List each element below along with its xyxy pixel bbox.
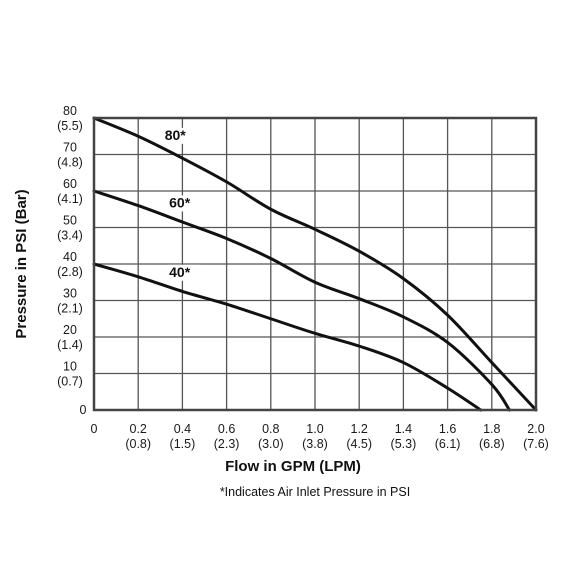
x-tick-label: 0 — [91, 422, 98, 436]
y-tick-sublabel: (5.5) — [57, 119, 83, 133]
y-tick-sublabel: (2.1) — [57, 302, 83, 316]
x-tick-label: 1.2 — [351, 422, 368, 436]
series-line-0 — [92, 116, 538, 412]
series-label-background — [167, 195, 202, 212]
footnote: *Indicates Air Inlet Pressure in PSI — [220, 485, 410, 499]
x-tick-sublabel: (1.5) — [170, 437, 196, 451]
y-tick-label: 0 — [80, 403, 87, 417]
plot-border — [92, 116, 538, 412]
series-label-0: 80* — [165, 127, 187, 143]
y-tick-label: 60 — [63, 177, 77, 191]
x-tick-label: 1.8 — [483, 422, 500, 436]
x-tick-sublabel: (5.3) — [391, 437, 417, 451]
y-tick-label: 70 — [63, 141, 77, 155]
y-tick-label: 10 — [63, 360, 77, 374]
y-tick-sublabel: (4.1) — [57, 192, 83, 206]
x-tick-label: 2.0 — [527, 422, 544, 436]
series-line-2 — [92, 262, 483, 412]
y-axis-title: Pressure in PSI (Bar) — [13, 189, 30, 338]
curves — [92, 116, 538, 412]
y-tick-label: 80 — [63, 104, 77, 118]
x-tick-label: 0.2 — [130, 422, 147, 436]
y-tick-sublabel: (3.4) — [57, 229, 83, 243]
y-tick-sublabel: (4.8) — [57, 156, 83, 170]
x-tick-sublabel: (4.5) — [346, 437, 372, 451]
y-tick-sublabel: (1.4) — [57, 338, 83, 352]
series-label-1: 60* — [169, 194, 191, 210]
grid — [94, 118, 536, 410]
x-tick-label: 1.0 — [306, 422, 323, 436]
x-tick-sublabel: (2.3) — [214, 437, 240, 451]
series-labels: 80* 60* 40* — [162, 127, 202, 281]
x-tick-sublabel: (7.6) — [523, 437, 549, 451]
x-tick-sublabel: (0.8) — [125, 437, 151, 451]
x-tick-label: 1.4 — [395, 422, 412, 436]
x-tick-label: 0.6 — [218, 422, 235, 436]
x-tick-label: 1.6 — [439, 422, 456, 436]
series-label-background — [162, 127, 197, 144]
x-tick-sublabel: (3.0) — [258, 437, 284, 451]
x-tick-label: 0.4 — [174, 422, 191, 436]
plot-frame — [92, 116, 538, 412]
y-tick-sublabel: (0.7) — [57, 375, 83, 389]
series-line-1 — [92, 189, 511, 412]
y-tick-sublabel: (2.8) — [57, 265, 83, 279]
x-axis-title: Flow in GPM (LPM) — [225, 458, 361, 475]
series-label-2: 40* — [169, 264, 191, 280]
y-tick-label: 40 — [63, 250, 77, 264]
x-tick-label: 0.8 — [262, 422, 279, 436]
x-tick-sublabel: (3.8) — [302, 437, 328, 451]
y-tick-label: 20 — [63, 323, 77, 337]
series-label-background — [167, 264, 202, 281]
tick-labels: 0 0.2(0.8) 0.4(1.5) 0.6(2.3) 0.8(3.0) 1.0(3.8… — [57, 104, 549, 451]
y-tick-label: 30 — [63, 287, 77, 301]
y-tick-label: 50 — [63, 214, 77, 228]
x-tick-sublabel: (6.8) — [479, 437, 505, 451]
x-tick-sublabel: (6.1) — [435, 437, 461, 451]
